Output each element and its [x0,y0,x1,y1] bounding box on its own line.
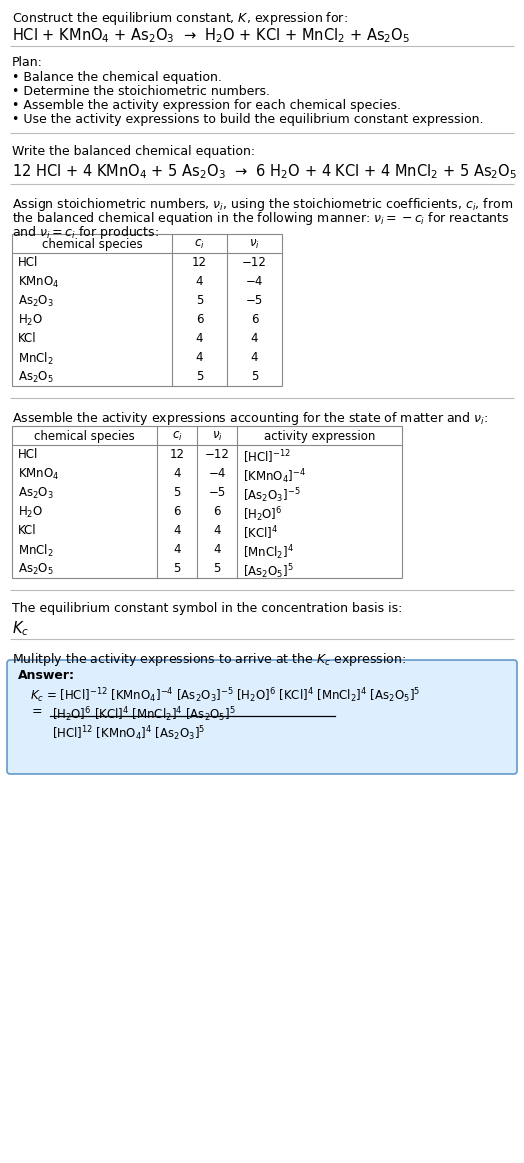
Text: [HCl]$^{-12}$: [HCl]$^{-12}$ [243,448,291,465]
Text: 4: 4 [251,331,258,345]
Text: [H$_2$O]$^{6}$: [H$_2$O]$^{6}$ [243,505,282,523]
Text: Mulitply the activity expressions to arrive at the $K_c$ expression:: Mulitply the activity expressions to arr… [12,651,406,668]
Text: [KMnO$_4$]$^{-4}$: [KMnO$_4$]$^{-4}$ [243,468,306,486]
Bar [12,234,282,386]
Bar [12,426,402,578]
Text: KCl: KCl [18,331,37,345]
Text: 12: 12 [192,256,207,269]
Text: 4: 4 [196,331,203,345]
Text: [H$_2$O]$^6$ [KCl]$^4$ [MnCl$_2$]$^4$ [As$_2$O$_5$]$^5$: [H$_2$O]$^6$ [KCl]$^4$ [MnCl$_2$]$^4$ [A… [52,705,236,723]
Text: 6: 6 [196,313,203,326]
Text: 6: 6 [251,313,258,326]
Text: 4: 4 [173,543,181,556]
Text: HCl: HCl [18,448,38,461]
Text: −12: −12 [242,256,267,269]
Text: • Determine the stoichiometric numbers.: • Determine the stoichiometric numbers. [12,85,270,98]
Text: 5: 5 [196,370,203,383]
Text: MnCl$_2$: MnCl$_2$ [18,543,53,559]
Text: $K_c$ = [HCl]$^{-12}$ [KMnO$_4$]$^{-4}$ [As$_2$O$_3$]$^{-5}$ [H$_2$O]$^{6}$ [KCl: $K_c$ = [HCl]$^{-12}$ [KMnO$_4$]$^{-4}$ … [30,686,420,705]
Text: $c_i$: $c_i$ [172,430,182,443]
Text: Plan:: Plan: [12,56,43,69]
Text: As$_2$O$_3$: As$_2$O$_3$ [18,486,54,501]
Text: Write the balanced chemical equation:: Write the balanced chemical equation: [12,145,255,158]
Text: −4: −4 [246,274,263,288]
Text: [As$_2$O$_3$]$^{-5}$: [As$_2$O$_3$]$^{-5}$ [243,486,300,505]
Text: activity expression: activity expression [264,430,375,443]
Text: $K_c$: $K_c$ [12,619,29,637]
Text: 4: 4 [213,543,221,556]
Text: =: = [32,705,42,718]
Text: MnCl$_2$: MnCl$_2$ [18,351,53,368]
Text: KMnO$_4$: KMnO$_4$ [18,468,59,483]
Text: 4: 4 [196,274,203,288]
Text: 4: 4 [196,351,203,364]
Text: As$_2$O$_3$: As$_2$O$_3$ [18,294,54,309]
Text: Answer:: Answer: [18,669,75,682]
Text: 4: 4 [213,525,221,537]
Text: 4: 4 [173,468,181,480]
Text: chemical species: chemical species [34,430,135,443]
FancyBboxPatch shape [7,659,517,775]
Text: KCl: KCl [18,525,37,537]
Text: −4: −4 [209,468,226,480]
Text: 6: 6 [173,505,181,518]
Text: H$_2$O: H$_2$O [18,505,43,520]
Text: H$_2$O: H$_2$O [18,313,43,328]
Text: 4: 4 [173,525,181,537]
Text: • Use the activity expressions to build the equilibrium constant expression.: • Use the activity expressions to build … [12,113,484,126]
Text: the balanced chemical equation in the following manner: $\nu_i = -c_i$ for react: the balanced chemical equation in the fo… [12,211,509,227]
Text: 5: 5 [173,562,181,575]
Text: KMnO$_4$: KMnO$_4$ [18,274,59,290]
Text: • Balance the chemical equation.: • Balance the chemical equation. [12,71,222,84]
Text: HCl + KMnO$_4$ + As$_2$O$_3$  →  H$_2$O + KCl + MnCl$_2$ + As$_2$O$_5$: HCl + KMnO$_4$ + As$_2$O$_3$ → H$_2$O + … [12,26,410,44]
Text: [MnCl$_2$]$^{4}$: [MnCl$_2$]$^{4}$ [243,543,294,562]
Text: −5: −5 [246,294,263,307]
Text: [As$_2$O$_5$]$^{5}$: [As$_2$O$_5$]$^{5}$ [243,562,293,580]
Text: Assign stoichiometric numbers, $\nu_i$, using the stoichiometric coefficients, $: Assign stoichiometric numbers, $\nu_i$, … [12,197,513,213]
Text: −12: −12 [204,448,230,461]
Text: Construct the equilibrium constant, $K$, expression for:: Construct the equilibrium constant, $K$,… [12,10,348,27]
Text: $\nu_i$: $\nu_i$ [212,430,222,443]
Text: [KCl]$^{4}$: [KCl]$^{4}$ [243,525,278,542]
Text: 6: 6 [213,505,221,518]
Text: $c_i$: $c_i$ [194,238,205,251]
Text: 5: 5 [196,294,203,307]
Text: 12: 12 [169,448,184,461]
Text: $\nu_i$: $\nu_i$ [249,238,260,251]
Text: 12 HCl + 4 KMnO$_4$ + 5 As$_2$O$_3$  →  6 H$_2$O + 4 KCl + 4 MnCl$_2$ + 5 As$_2$: 12 HCl + 4 KMnO$_4$ + 5 As$_2$O$_3$ → 6 … [12,162,517,180]
Text: 5: 5 [173,486,181,499]
Text: The equilibrium constant symbol in the concentration basis is:: The equilibrium constant symbol in the c… [12,602,402,615]
Text: Assemble the activity expressions accounting for the state of matter and $\nu_i$: Assemble the activity expressions accoun… [12,411,488,427]
Text: As$_2$O$_5$: As$_2$O$_5$ [18,370,54,385]
Text: [HCl]$^{12}$ [KMnO$_4$]$^4$ [As$_2$O$_3$]$^5$: [HCl]$^{12}$ [KMnO$_4$]$^4$ [As$_2$O$_3$… [52,725,205,743]
Text: • Assemble the activity expression for each chemical species.: • Assemble the activity expression for e… [12,99,401,112]
Text: −5: −5 [209,486,226,499]
Text: 5: 5 [213,562,221,575]
Text: and $\nu_i = c_i$ for products:: and $\nu_i = c_i$ for products: [12,224,159,241]
Text: 4: 4 [251,351,258,364]
Text: 5: 5 [251,370,258,383]
Text: chemical species: chemical species [41,238,143,251]
Text: As$_2$O$_5$: As$_2$O$_5$ [18,562,54,577]
Text: HCl: HCl [18,256,38,269]
